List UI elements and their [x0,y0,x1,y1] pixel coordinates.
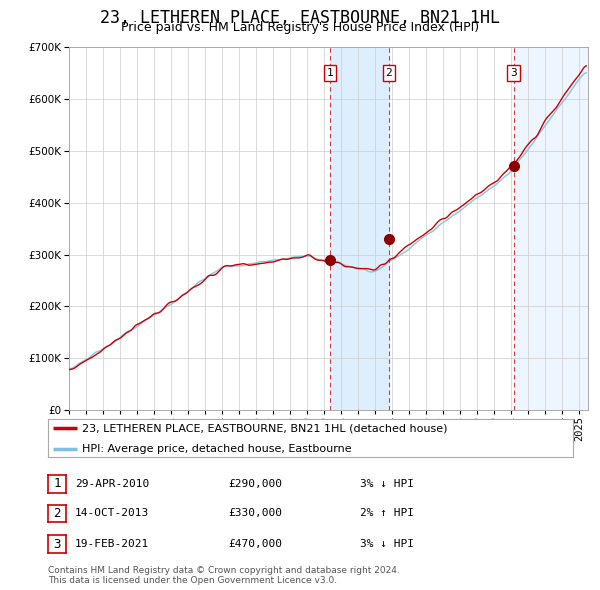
Text: 3% ↓ HPI: 3% ↓ HPI [360,539,414,549]
Text: 23, LETHEREN PLACE, EASTBOURNE, BN21 1HL (detached house): 23, LETHEREN PLACE, EASTBOURNE, BN21 1HL… [82,424,448,434]
Text: 2: 2 [385,68,392,78]
Text: 14-OCT-2013: 14-OCT-2013 [75,509,149,519]
Text: 1: 1 [53,477,61,490]
Text: 3: 3 [53,537,61,550]
Text: £470,000: £470,000 [228,539,282,549]
Text: 3% ↓ HPI: 3% ↓ HPI [360,479,414,489]
Text: 19-FEB-2021: 19-FEB-2021 [75,539,149,549]
Text: £330,000: £330,000 [228,509,282,519]
Text: 1: 1 [326,68,333,78]
Bar [514,47,588,410]
Text: 2% ↑ HPI: 2% ↑ HPI [360,509,414,519]
Text: Price paid vs. HM Land Registry's House Price Index (HPI): Price paid vs. HM Land Registry's House … [121,21,479,34]
Bar [330,47,389,410]
Text: 29-APR-2010: 29-APR-2010 [75,479,149,489]
Text: Contains HM Land Registry data © Crown copyright and database right 2024.
This d: Contains HM Land Registry data © Crown c… [48,566,400,585]
Text: HPI: Average price, detached house, Eastbourne: HPI: Average price, detached house, East… [82,444,352,454]
Text: 2: 2 [53,507,61,520]
Text: 23, LETHEREN PLACE, EASTBOURNE, BN21 1HL: 23, LETHEREN PLACE, EASTBOURNE, BN21 1HL [100,9,500,27]
Text: £290,000: £290,000 [228,479,282,489]
Text: 3: 3 [510,68,517,78]
